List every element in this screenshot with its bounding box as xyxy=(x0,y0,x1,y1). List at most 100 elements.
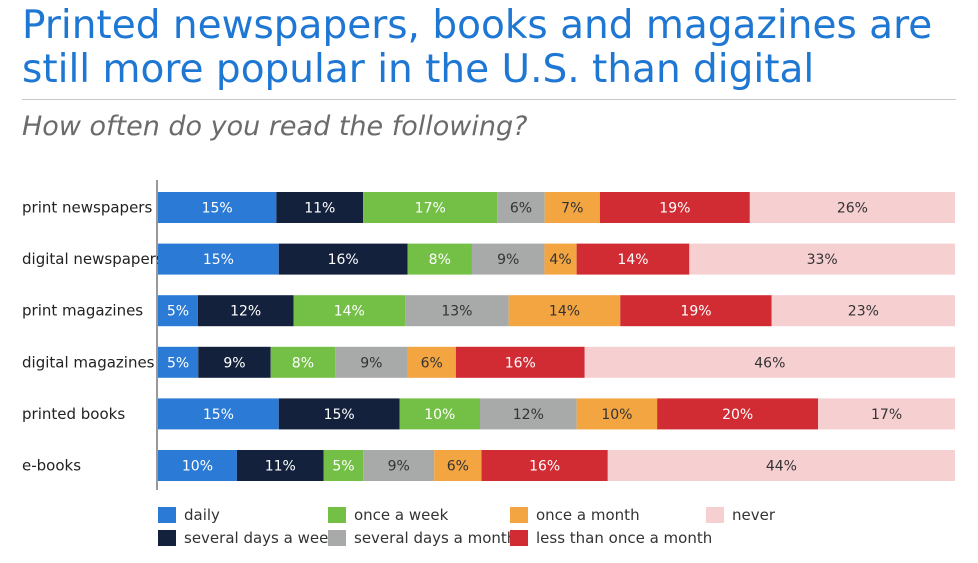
legend-swatch xyxy=(158,530,176,546)
legend-label: once a week xyxy=(354,506,449,524)
data-label: 16% xyxy=(505,355,536,371)
bar-segment xyxy=(293,295,406,327)
data-label: 5% xyxy=(332,459,354,475)
bar-segment xyxy=(481,450,608,481)
category-label: print newspapers xyxy=(22,199,152,217)
bar-segment xyxy=(405,295,509,327)
data-label: 44% xyxy=(766,459,797,475)
legend-label: daily xyxy=(184,506,220,524)
data-label: 26% xyxy=(837,201,868,217)
bar-segment xyxy=(607,450,955,481)
category-label: e-books xyxy=(22,457,81,475)
legend-item: once a week xyxy=(328,505,448,525)
bar-segment xyxy=(278,243,408,275)
data-label: 4% xyxy=(549,252,571,268)
bar-segment xyxy=(276,192,364,223)
legend-swatch xyxy=(706,507,724,523)
data-label: 8% xyxy=(292,355,314,371)
bar-segment xyxy=(620,295,772,327)
data-label: 12% xyxy=(230,304,261,320)
data-label: 6% xyxy=(421,355,443,371)
bar-segment xyxy=(323,450,364,481)
legend-label: several days a month xyxy=(354,529,517,547)
data-label: 11% xyxy=(304,201,335,217)
category-label: digital newspapers xyxy=(22,250,164,268)
data-label: 6% xyxy=(510,201,532,217)
data-label: 5% xyxy=(167,355,189,371)
bar-segment xyxy=(399,398,481,430)
bar-segment xyxy=(480,398,577,430)
data-label: 15% xyxy=(203,252,234,268)
bar-segment xyxy=(508,295,621,327)
data-label: 9% xyxy=(360,355,382,371)
bar-segment xyxy=(278,398,400,430)
data-label: 7% xyxy=(561,201,583,217)
legend-swatch xyxy=(158,507,176,523)
data-label: 11% xyxy=(265,459,296,475)
data-label: 17% xyxy=(415,201,446,217)
bar-segment xyxy=(657,398,819,430)
bar-segment xyxy=(197,295,294,327)
data-label: 9% xyxy=(388,459,410,475)
legend-item: daily xyxy=(158,505,220,525)
bar-segment xyxy=(363,192,498,223)
legend-label: once a month xyxy=(536,506,640,524)
data-label: 19% xyxy=(680,304,711,320)
chart-subtitle: How often do you read the following? xyxy=(22,111,528,142)
bar-segment xyxy=(407,243,472,275)
bar-segment xyxy=(576,243,690,275)
bar-segment xyxy=(158,398,279,430)
bar-segment xyxy=(576,398,658,430)
bar-segment xyxy=(158,450,237,481)
data-label: 46% xyxy=(754,355,785,371)
legend-item: less than once a month xyxy=(510,528,712,548)
legend-label: less than once a month xyxy=(536,529,713,547)
data-label: 14% xyxy=(549,304,580,320)
bar-segment xyxy=(544,243,577,275)
category-label: digital magazines xyxy=(22,353,155,371)
bar-segment xyxy=(689,243,955,275)
data-label: 9% xyxy=(497,252,519,268)
bar-segment xyxy=(434,450,482,481)
data-label: 6% xyxy=(447,459,469,475)
data-label: 15% xyxy=(202,201,233,217)
data-label: 20% xyxy=(722,407,753,423)
bar-segment xyxy=(584,346,955,378)
bar-segment xyxy=(407,346,456,378)
bar-segment xyxy=(771,295,955,327)
data-label: 10% xyxy=(424,407,455,423)
bar-segment xyxy=(455,346,585,378)
bar-segment xyxy=(158,243,279,275)
legend-item: several days a week xyxy=(158,528,337,548)
bar-segment xyxy=(158,295,198,327)
legend-swatch xyxy=(328,507,346,523)
data-label: 16% xyxy=(529,459,560,475)
bar-segment xyxy=(198,346,271,378)
data-label: 9% xyxy=(223,355,245,371)
legend-swatch xyxy=(510,530,528,546)
bar-segment xyxy=(270,346,336,378)
bar-segment xyxy=(599,192,750,223)
data-label: 5% xyxy=(167,304,189,320)
bar-segment xyxy=(158,346,199,378)
title-divider xyxy=(22,99,956,100)
data-label: 14% xyxy=(617,252,648,268)
data-label: 17% xyxy=(871,407,902,423)
data-label: 15% xyxy=(203,407,234,423)
legend-label: never xyxy=(732,506,776,524)
data-label: 13% xyxy=(441,304,472,320)
bar-segment xyxy=(544,192,600,223)
data-label: 14% xyxy=(334,304,365,320)
bar-segment xyxy=(236,450,324,481)
legend-swatch xyxy=(328,530,346,546)
data-label: 15% xyxy=(324,407,355,423)
legend-item: once a month xyxy=(510,505,640,525)
bar-segment xyxy=(749,192,955,223)
data-label: 23% xyxy=(848,304,879,320)
data-label: 16% xyxy=(328,252,359,268)
data-label: 12% xyxy=(513,407,544,423)
legend-item: several days a month xyxy=(328,528,516,548)
data-label: 10% xyxy=(182,459,213,475)
legend-swatch xyxy=(510,507,528,523)
bar-segment xyxy=(818,398,955,430)
